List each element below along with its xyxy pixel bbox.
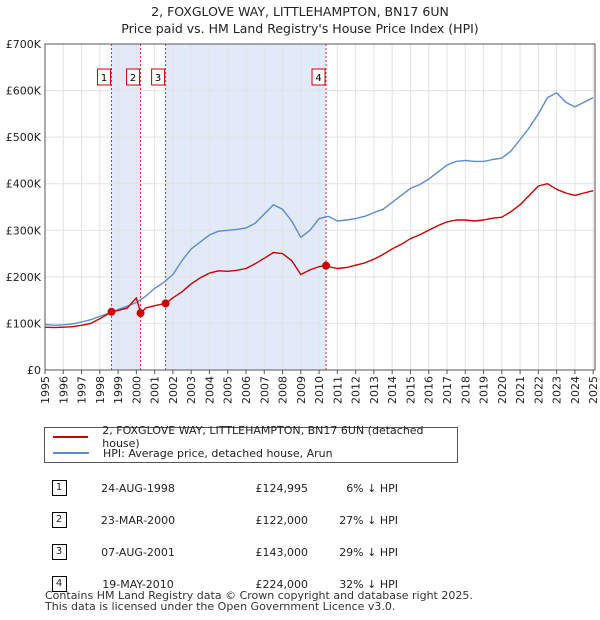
x-tick-label: 2007 — [258, 376, 271, 404]
x-tick-label: 2024 — [569, 376, 582, 404]
sale-price: £143,000 — [255, 545, 309, 559]
x-tick-label: 2002 — [167, 376, 180, 404]
legend-swatch-property — [53, 436, 89, 438]
x-tick-label: 2012 — [350, 376, 363, 404]
sale-hpi-diff: 27% ↓ HPI — [339, 513, 398, 527]
x-tick-label: 2011 — [331, 376, 344, 404]
footer-licence: This data is licensed under the Open Gov… — [45, 600, 396, 613]
chart-subtitle: Price paid vs. HM Land Registry's House … — [121, 21, 479, 36]
sale-price: £124,995 — [255, 481, 309, 495]
sale-date: 23-MAR-2000 — [100, 513, 176, 527]
x-tick-label: 1999 — [112, 376, 125, 404]
y-tick-label: £400K — [6, 178, 42, 191]
sale-date: 24-AUG-1998 — [101, 481, 175, 495]
sales-table: 1 24-AUG-1998 £124,995 6% ↓ HPI 2 23-MAR… — [40, 472, 398, 600]
sale-date: 07-AUG-2001 — [101, 545, 175, 559]
x-tick-label: 1997 — [76, 376, 89, 404]
x-tick-label: 2019 — [478, 376, 491, 404]
footer-copyright: Contains HM Land Registry data © Crown c… — [45, 589, 473, 602]
legend-item-property: 2, FOXGLOVE WAY, LITTLEHAMPTON, BN17 6UN… — [53, 424, 457, 450]
x-tick-label: 2016 — [423, 376, 436, 404]
chart-title: 2, FOXGLOVE WAY, LITTLEHAMPTON, BN17 6UN — [151, 4, 449, 19]
y-tick-label: £500K — [6, 131, 42, 144]
sale-number-badge: 1 — [51, 480, 67, 496]
sale-hpi-diff: 6% ↓ HPI — [346, 481, 398, 495]
y-tick-label: £0 — [27, 364, 41, 377]
x-tick-label: 2014 — [386, 376, 399, 404]
sale-marker-label: 2 — [130, 73, 136, 84]
sale-price: £224,000 — [255, 577, 309, 591]
legend: 2, FOXGLOVE WAY, LITTLEHAMPTON, BN17 6UN… — [44, 424, 458, 463]
plot-frame — [44, 43, 596, 371]
x-tick-label: 2020 — [496, 376, 509, 404]
sale-point — [107, 307, 116, 316]
x-tick-label: 2015 — [404, 376, 417, 404]
x-tick-label: 2008 — [277, 376, 290, 404]
x-tick-label: 2001 — [149, 376, 162, 404]
legend-swatch-hpi — [53, 452, 89, 454]
sale-price: £122,000 — [255, 513, 309, 527]
legend-label-hpi: HPI: Average price, detached house, Arun — [103, 446, 333, 460]
table-row: 1 24-AUG-1998 £124,995 6% ↓ HPI — [40, 472, 398, 504]
sale-marker-box — [151, 68, 166, 86]
y-tick-label: £700K — [6, 38, 42, 51]
x-tick-label: 2010 — [313, 376, 326, 404]
x-tick-label: 2025 — [587, 376, 600, 404]
table-row: 3 07-AUG-2001 £143,000 29% ↓ HPI — [40, 536, 398, 568]
sale-hpi-diff: 29% ↓ HPI — [339, 545, 398, 559]
y-tick-label: £300K — [6, 224, 42, 237]
x-tick-label: 2017 — [441, 376, 454, 404]
hpi-line — [44, 92, 594, 326]
sale-number-badge: 4 — [51, 576, 67, 592]
x-tick-label: 1996 — [57, 376, 70, 404]
sale-date: 19-MAY-2010 — [102, 577, 174, 591]
legend-label-property: 2, FOXGLOVE WAY, LITTLEHAMPTON, BN17 6UN… — [102, 424, 424, 450]
sale-marker-box — [97, 68, 112, 86]
x-tick-label: 2004 — [203, 376, 216, 404]
x-tick-label: 2022 — [532, 376, 545, 404]
sale-hpi-diff: 32% ↓ HPI — [339, 577, 398, 591]
sale-point — [322, 261, 331, 270]
sale-number-badge: 2 — [51, 512, 67, 528]
ownership-shade — [111, 44, 141, 370]
x-tick-label: 2005 — [222, 376, 235, 404]
sale-point — [136, 309, 145, 318]
x-tick-label: 2000 — [130, 376, 143, 404]
x-tick-label: 1998 — [94, 376, 107, 404]
sale-marker-box — [126, 68, 141, 86]
x-tick-label: 2023 — [551, 376, 564, 404]
sale-marker-label: 3 — [155, 73, 161, 84]
x-tick-label: 2006 — [240, 376, 253, 404]
sale-marker-label: 1 — [101, 73, 107, 84]
y-tick-label: £600K — [6, 85, 42, 98]
sale-marker-label: 4 — [315, 73, 321, 84]
sale-point — [161, 299, 170, 308]
x-tick-label: 2009 — [295, 376, 308, 404]
table-row: 2 23-MAR-2000 £122,000 27% ↓ HPI — [40, 504, 398, 536]
x-tick-label: 2021 — [514, 376, 527, 404]
y-tick-label: £100K — [6, 317, 42, 330]
x-tick-label: 2018 — [459, 376, 472, 404]
price-chart: 1 2 3 4 £0 £100K £200K £300K £400K £500K £600K £700… — [6, 38, 600, 404]
x-tick-label: 2003 — [185, 376, 198, 404]
property-price-line — [44, 182, 594, 329]
sale-marker-box — [311, 68, 326, 86]
legend-item-hpi: HPI: Average price, detached house, Arun — [53, 446, 333, 460]
table-row: 4 19-MAY-2010 £224,000 32% ↓ HPI — [40, 568, 398, 600]
y-tick-label: £200K — [6, 271, 42, 284]
x-tick-label: 1995 — [39, 376, 52, 404]
sale-number-badge: 3 — [51, 544, 67, 560]
x-tick-label: 2013 — [368, 376, 381, 404]
